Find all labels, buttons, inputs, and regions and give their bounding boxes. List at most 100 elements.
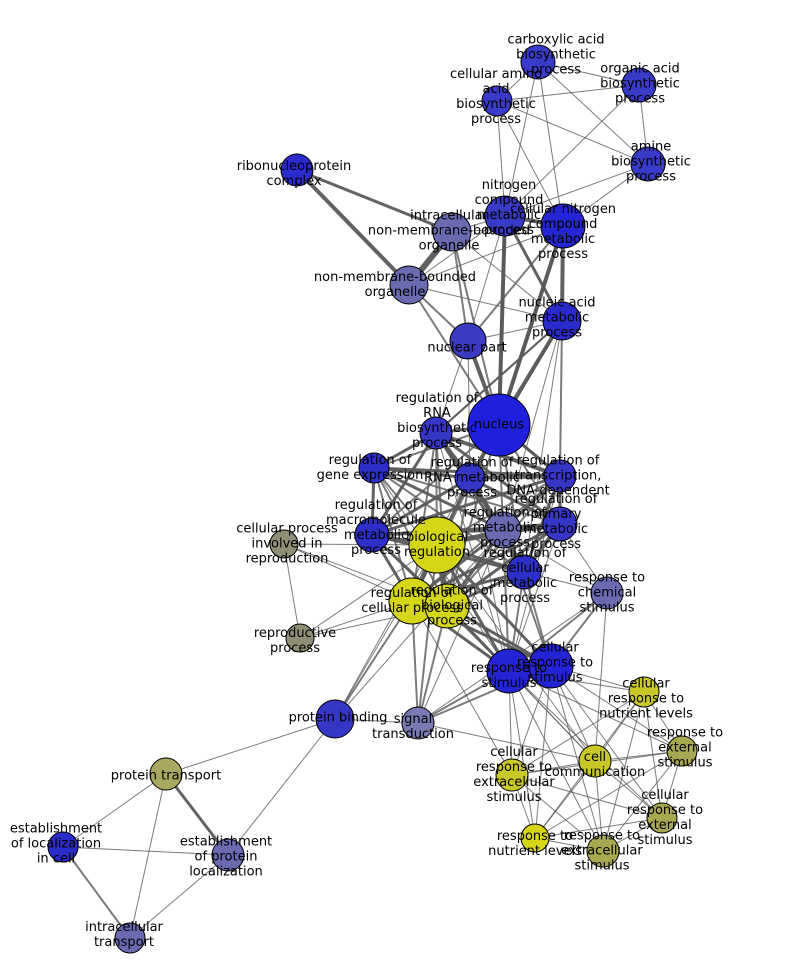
network-node[interactable] — [354, 517, 390, 553]
network-edge — [451, 231, 563, 322]
network-edge — [534, 665, 552, 839]
network-node[interactable] — [646, 802, 678, 834]
network-edge — [372, 466, 505, 532]
network-node[interactable] — [484, 511, 522, 549]
network-edge — [417, 544, 438, 724]
network-node[interactable] — [424, 583, 470, 629]
network-edge — [373, 467, 561, 525]
network-node[interactable] — [506, 554, 542, 590]
network-edge — [164, 772, 230, 857]
network-edge — [550, 665, 604, 852]
network-node[interactable] — [481, 85, 513, 117]
network-edge — [334, 529, 504, 720]
network-edge — [602, 691, 645, 852]
network-node[interactable] — [358, 452, 390, 484]
network-node[interactable] — [630, 146, 666, 182]
network-edge — [511, 774, 604, 852]
edge-layer — [62, 61, 683, 939]
network-node[interactable] — [590, 576, 624, 610]
network-edge — [508, 670, 604, 852]
network-edge — [411, 600, 513, 776]
network-edge — [408, 284, 563, 322]
network-node[interactable] — [401, 706, 435, 740]
network-node[interactable] — [149, 757, 183, 791]
network-edge — [295, 168, 454, 234]
network-edge — [370, 476, 472, 537]
network-edge — [469, 477, 510, 672]
network-edge — [295, 168, 411, 287]
network-edge — [502, 529, 552, 667]
network-edge — [504, 163, 649, 217]
network-node[interactable] — [114, 922, 146, 954]
network-node[interactable] — [621, 67, 657, 103]
network-edge — [62, 846, 229, 856]
network-edge — [417, 529, 504, 724]
network-node[interactable] — [586, 834, 620, 868]
network-edge — [435, 432, 510, 672]
network-edge — [502, 529, 608, 594]
network-node[interactable] — [520, 44, 556, 80]
network-edge — [467, 340, 471, 479]
network-node[interactable] — [520, 823, 550, 853]
network-node[interactable] — [467, 393, 531, 457]
network-node[interactable] — [269, 529, 299, 559]
node-layer — [47, 44, 698, 954]
network-edge — [62, 773, 167, 848]
network-node[interactable] — [486, 648, 532, 694]
network-edge — [227, 718, 336, 856]
network-edge — [497, 214, 507, 427]
network-node[interactable] — [432, 212, 472, 252]
network-node[interactable] — [628, 676, 660, 708]
network-node[interactable] — [211, 838, 245, 872]
network-edge — [496, 84, 640, 102]
network-node[interactable] — [578, 744, 612, 778]
network-edge — [523, 320, 563, 573]
network-edge — [511, 774, 663, 819]
network-node[interactable] — [449, 322, 487, 360]
network-node[interactable] — [542, 301, 582, 341]
network-edge — [496, 100, 564, 227]
network-edge — [537, 61, 649, 165]
network-edge — [502, 320, 563, 531]
network-node[interactable] — [540, 203, 586, 249]
network-node[interactable] — [542, 506, 578, 542]
network-edge — [62, 846, 131, 939]
network-edge — [550, 665, 683, 752]
network-node[interactable] — [408, 516, 466, 574]
network-edge — [508, 670, 663, 819]
network-edge — [508, 670, 536, 839]
network-node[interactable] — [495, 758, 529, 792]
network-edge — [508, 523, 561, 672]
network-node[interactable] — [47, 831, 79, 863]
network-node[interactable] — [484, 195, 526, 237]
network-edge — [417, 722, 596, 762]
network-node[interactable] — [666, 735, 698, 767]
network-edge — [504, 84, 640, 217]
network-edge — [594, 592, 608, 762]
network-edge — [334, 544, 438, 720]
network-node[interactable] — [543, 459, 577, 493]
network-edge — [165, 718, 336, 775]
network-edge — [435, 320, 563, 434]
network-edge — [511, 691, 645, 776]
network-edge — [508, 670, 683, 752]
network-edge — [496, 100, 649, 165]
network-edge — [408, 225, 564, 286]
network-edge — [504, 61, 539, 217]
network-node[interactable] — [389, 265, 429, 305]
network-node[interactable] — [419, 416, 453, 450]
network-edge — [537, 61, 564, 227]
network-edge — [411, 424, 500, 602]
network-edge — [497, 224, 565, 427]
network-node[interactable] — [280, 153, 314, 187]
network-edge — [502, 529, 510, 672]
network-edge — [283, 543, 301, 639]
network-node[interactable] — [285, 623, 315, 653]
network-edge — [129, 854, 229, 939]
network-node[interactable] — [315, 699, 355, 739]
network-node[interactable] — [528, 643, 574, 689]
network-node[interactable] — [454, 462, 486, 494]
network-edge — [534, 817, 663, 839]
